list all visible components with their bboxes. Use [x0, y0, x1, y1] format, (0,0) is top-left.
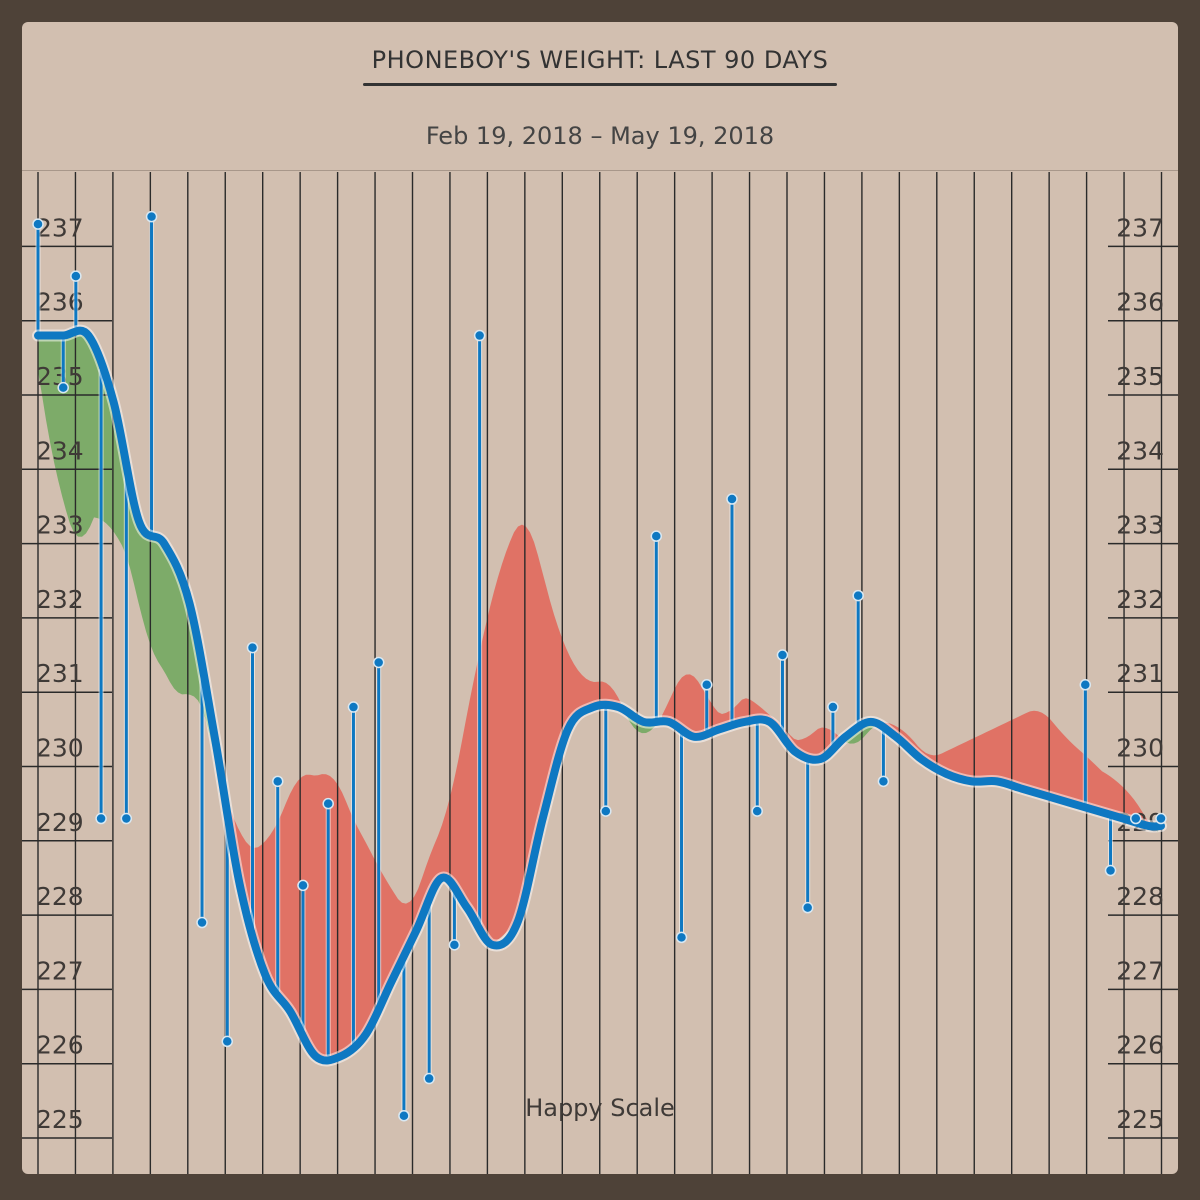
- y-tick-label-right: 225: [1116, 1105, 1164, 1134]
- measurement-point: [1130, 812, 1142, 825]
- y-tick-label-left: 233: [36, 511, 84, 540]
- measurement-points: [32, 210, 1167, 1122]
- measurement-point: [32, 218, 44, 230]
- chart-panel: PHONEBOY'S WEIGHT: LAST 90 DAYS Feb 19, …: [22, 22, 1178, 1174]
- measurement-point: [877, 775, 890, 788]
- y-tick-label-left: 237: [36, 213, 84, 242]
- measurement-point: [246, 641, 259, 654]
- measurement-point: [726, 493, 738, 505]
- measurement-point: [650, 530, 663, 542]
- y-tick-label-left: 229: [36, 808, 84, 837]
- measurement-point: [221, 1035, 234, 1048]
- measurement-point: [701, 679, 713, 691]
- y-tick-label-right: 230: [1116, 734, 1164, 763]
- y-tick-label-right: 237: [1116, 213, 1164, 242]
- measurement-point: [120, 812, 133, 825]
- measurement-point: [1155, 812, 1167, 825]
- measurement-point: [1079, 679, 1092, 691]
- measurement-point: [852, 589, 864, 602]
- gain-region: [878, 710, 1154, 826]
- y-tick-label-left: 228: [36, 882, 84, 911]
- measurement-point: [70, 270, 82, 282]
- measurement-point: [57, 381, 69, 394]
- y-tick-label-left: 227: [36, 956, 84, 985]
- measurement-point: [1104, 864, 1117, 877]
- measurement-point: [347, 701, 360, 713]
- measurement-point: [297, 879, 309, 892]
- measurement-point: [448, 939, 461, 951]
- measurement-point: [473, 329, 486, 342]
- weight-chart: 225226227228229230231232233234235236237 …: [22, 172, 1178, 1174]
- measurement-point: [95, 812, 107, 825]
- y-tick-label-right: 227: [1116, 956, 1164, 985]
- y-tick-label-right: 226: [1116, 1031, 1164, 1060]
- y-tick-label-right: 233: [1116, 511, 1164, 540]
- measurement-point: [372, 656, 385, 669]
- y-tick-label-right: 228: [1116, 882, 1164, 911]
- measurement-point: [751, 805, 763, 817]
- chart-title: PHONEBOY'S WEIGHT: LAST 90 DAYS: [371, 46, 829, 74]
- measurement-point: [271, 775, 284, 788]
- measurement-point: [675, 931, 688, 944]
- measurement-point: [423, 1072, 435, 1085]
- measurement-point: [776, 649, 789, 661]
- y-tick-label-left: 226: [36, 1031, 84, 1060]
- measurement-point: [196, 916, 208, 929]
- measurement-point: [801, 901, 814, 914]
- trend-line: [34, 326, 1165, 1065]
- y-tick-label-left: 231: [36, 659, 84, 688]
- y-tick-label-right: 235: [1116, 362, 1164, 391]
- y-tick-label-right: 234: [1116, 436, 1164, 465]
- gain-region: [226, 524, 626, 1057]
- chart-header: PHONEBOY'S WEIGHT: LAST 90 DAYS Feb 19, …: [22, 22, 1178, 171]
- y-tick-label-left: 230: [36, 734, 84, 763]
- measurement-point: [398, 1109, 410, 1122]
- y-tick-label-right: 236: [1116, 288, 1164, 317]
- loss-region: [38, 335, 226, 804]
- date-range: Feb 19, 2018 – May 19, 2018: [425, 122, 775, 150]
- measurement-point: [827, 701, 839, 713]
- measurement-point: [145, 210, 158, 223]
- y-tick-label-right: 232: [1116, 585, 1164, 614]
- app-watermark: Happy Scale: [525, 1094, 675, 1122]
- title-underline: [363, 83, 837, 86]
- y-tick-label-left: 225: [36, 1105, 84, 1134]
- y-tick-label-left: 234: [36, 436, 84, 465]
- measurement-point: [600, 805, 612, 817]
- y-tick-label-right: 231: [1116, 659, 1164, 688]
- y-tick-label-left: 232: [36, 585, 84, 614]
- measurement-point: [322, 797, 334, 810]
